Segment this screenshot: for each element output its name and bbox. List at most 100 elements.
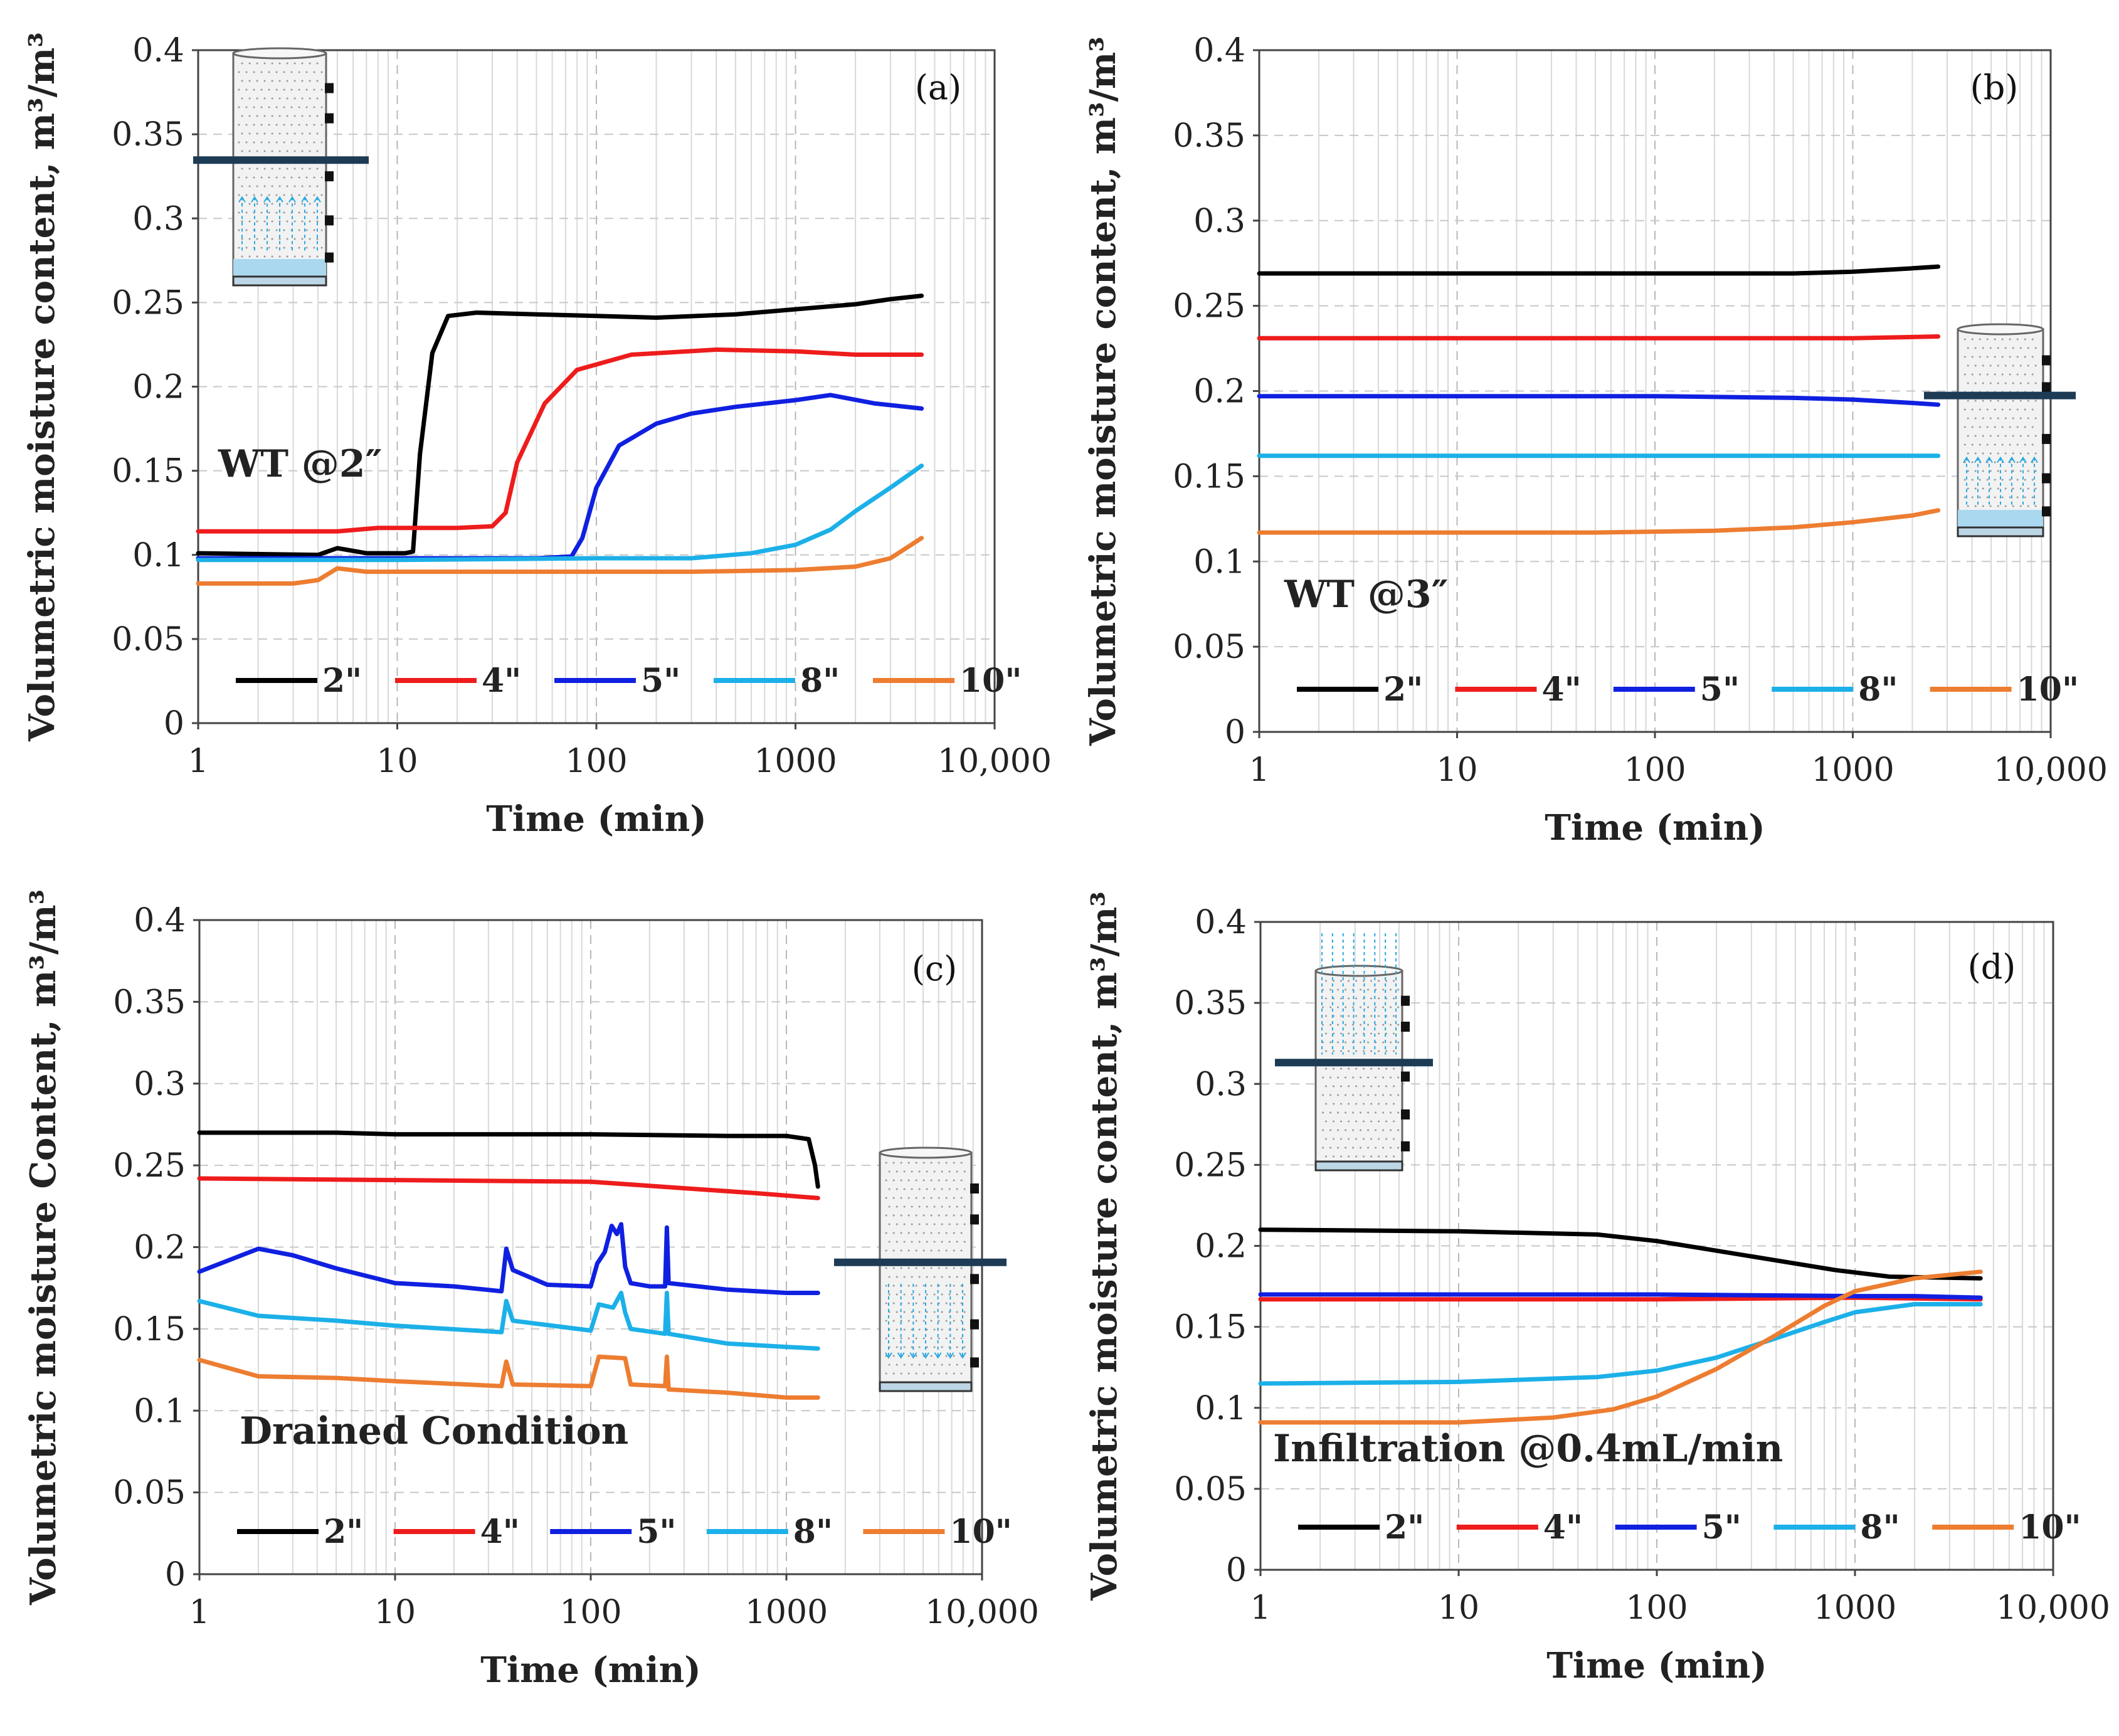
soil-dot: [1363, 1103, 1365, 1105]
soil-dot: [271, 97, 273, 100]
soil-dot: [293, 115, 296, 117]
soil-dot: [2012, 364, 2014, 367]
soil-dot: [1370, 1103, 1373, 1105]
soil-dot: [1360, 1024, 1362, 1026]
soil-dot: [256, 255, 258, 258]
soil-dot: [316, 150, 319, 152]
soil-dot: [1974, 364, 1977, 367]
soil-dot: [948, 1188, 951, 1190]
soil-dot: [248, 115, 251, 117]
soil-dot: [1367, 1146, 1370, 1149]
soil-dot: [1345, 1024, 1347, 1026]
soil-dot: [963, 1311, 966, 1313]
x-axis-title: Time (min): [480, 1649, 701, 1691]
soil-dot: [1979, 496, 1981, 499]
soil-dot: [2027, 400, 2029, 402]
flow-arrowhead: [946, 1352, 954, 1359]
x-tick-label: 100: [1625, 1589, 1688, 1627]
soil-dot: [2001, 408, 2004, 411]
y-tick-label: 0.2: [1195, 1228, 1247, 1266]
soil-dot: [885, 1302, 887, 1305]
soil-dot: [963, 1241, 966, 1243]
soil-dot: [930, 1197, 933, 1199]
soil-dot: [918, 1346, 921, 1348]
soil-dot: [1348, 1085, 1350, 1088]
soil-dot: [260, 211, 263, 214]
soil-dot: [1974, 347, 1977, 349]
soil-dot: [316, 255, 319, 258]
soil-dot: [1390, 1094, 1392, 1096]
soil-dot: [268, 106, 270, 109]
soil-dot: [1382, 1129, 1385, 1131]
soil-dot: [1333, 1138, 1335, 1140]
flow-arrowhead: [1997, 456, 2004, 463]
soil-dot: [309, 220, 311, 223]
soil-dot: [938, 1179, 940, 1182]
soil-dot: [918, 1170, 921, 1173]
soil-dot: [960, 1337, 963, 1340]
legend-label: 10": [949, 1513, 1012, 1551]
soil-dot: [238, 141, 240, 144]
soil-dot: [1348, 1138, 1350, 1140]
soil-dot: [930, 1284, 933, 1287]
soil-dot: [892, 1249, 895, 1252]
y-tick-label: 0.1: [1193, 543, 1245, 581]
soil-dot: [1322, 1094, 1324, 1096]
soil-dot: [1974, 505, 1977, 507]
soil-dot: [1967, 452, 1969, 455]
soil-dot: [1375, 1076, 1377, 1079]
soil-dot: [953, 1249, 955, 1252]
soil-dot: [915, 1232, 917, 1234]
soil-dot: [1325, 1050, 1328, 1052]
soil-dot: [1329, 1094, 1332, 1096]
soil-dot: [293, 203, 296, 205]
soil-dot: [260, 176, 263, 179]
soil-dot: [1982, 505, 1984, 507]
y-axis-title: Volumetric moisture content, m³/m³: [21, 32, 63, 742]
soil-dot: [283, 229, 285, 231]
soil-dot: [922, 1232, 925, 1234]
soil-dot: [1355, 1015, 1358, 1017]
soil-dot: [245, 229, 248, 231]
legend-label: 4": [480, 1513, 520, 1551]
soil-dot: [2019, 487, 2022, 490]
soil-dot: [275, 176, 278, 179]
soil-dot: [301, 185, 304, 188]
soil-dot: [888, 1276, 890, 1278]
soil-dot: [948, 1170, 951, 1173]
water-reservoir: [1958, 510, 2043, 527]
soil-dot: [1355, 1120, 1358, 1123]
soil-dot: [888, 1241, 890, 1243]
soil-dot: [941, 1328, 943, 1331]
soil-dot: [1370, 1085, 1373, 1088]
condition-annotation: Drained Condition: [240, 1409, 628, 1453]
soil-dot: [1340, 1120, 1343, 1123]
soil-dot: [1367, 1076, 1370, 1079]
soil-dot: [286, 62, 288, 65]
soil-dot: [922, 1249, 925, 1252]
soil-dot: [263, 238, 266, 240]
soil-dot: [2034, 505, 2037, 507]
soil-dot: [941, 1241, 943, 1243]
column-top: [879, 1146, 973, 1159]
soil-dot: [1997, 400, 1999, 402]
soil-dot: [888, 1205, 890, 1208]
soil-dot: [1325, 980, 1328, 982]
soil-dot: [275, 246, 278, 249]
flow-arrowhead: [2008, 456, 2016, 463]
soil-dot: [2024, 356, 2026, 358]
soil-dot: [922, 1162, 925, 1164]
soil-dot: [922, 1372, 925, 1375]
soil-dot: [283, 124, 285, 126]
soil-dot: [1986, 443, 1989, 446]
soil-dot: [1986, 408, 1989, 411]
soil-dot: [248, 167, 251, 170]
soil-dot: [956, 1311, 958, 1313]
soil-dot: [1329, 1129, 1332, 1131]
soil-dot: [1967, 400, 1969, 402]
soil-dot: [1329, 1006, 1332, 1008]
x-tick-label: 100: [559, 1594, 621, 1631]
soil-dot: [313, 88, 315, 91]
soil-dot: [892, 1267, 895, 1269]
